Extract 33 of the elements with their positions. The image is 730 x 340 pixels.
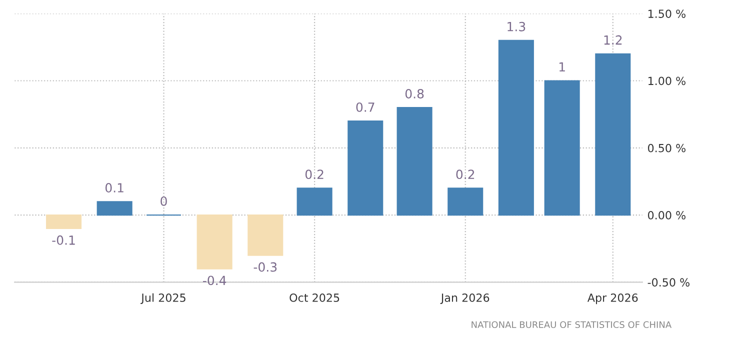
data-label: -0.1 [52, 235, 75, 245]
data-label: 0 [160, 196, 167, 206]
bar [595, 53, 631, 216]
data-label: 0.1 [105, 183, 124, 192]
data-label: 0.2 [305, 170, 324, 180]
data-label: 0.2 [456, 170, 474, 180]
bar [296, 188, 332, 216]
x-tick-label: Jan 2026 [440, 294, 490, 304]
bar [348, 120, 384, 216]
y-tick-label: 0.00 % [648, 211, 686, 220]
y-tick-label: 1.00 % [648, 76, 686, 86]
text: NATIONAL BUREAU OF STATISTICS OF CHINA [472, 321, 672, 328]
y-tick-label: 1.50 % [648, 10, 686, 18]
data-label: -0.3 [254, 262, 277, 272]
bar [544, 80, 580, 216]
data-label: -0.4 [202, 276, 226, 286]
data-label: 0.7 [356, 102, 374, 112]
bar [96, 201, 132, 216]
bar [498, 40, 534, 216]
data-label: 0.8 [405, 89, 424, 98]
data-label: 1.3 [508, 22, 526, 32]
data-label: 1 [559, 62, 565, 72]
bar [46, 214, 82, 230]
y-tick-label: -0.50 % [648, 278, 690, 287]
bar [448, 188, 484, 216]
data-label: 1.2 [604, 35, 622, 45]
bar [196, 214, 232, 270]
x-tick-label: Oct 2025 [290, 294, 340, 302]
bar [396, 107, 432, 216]
y-tick-label: 0.50 % [648, 144, 686, 152]
x-tick-label: Apr 2026 [587, 294, 638, 304]
x-tick-label: Jul 2025 [140, 293, 186, 304]
bar [248, 214, 284, 256]
